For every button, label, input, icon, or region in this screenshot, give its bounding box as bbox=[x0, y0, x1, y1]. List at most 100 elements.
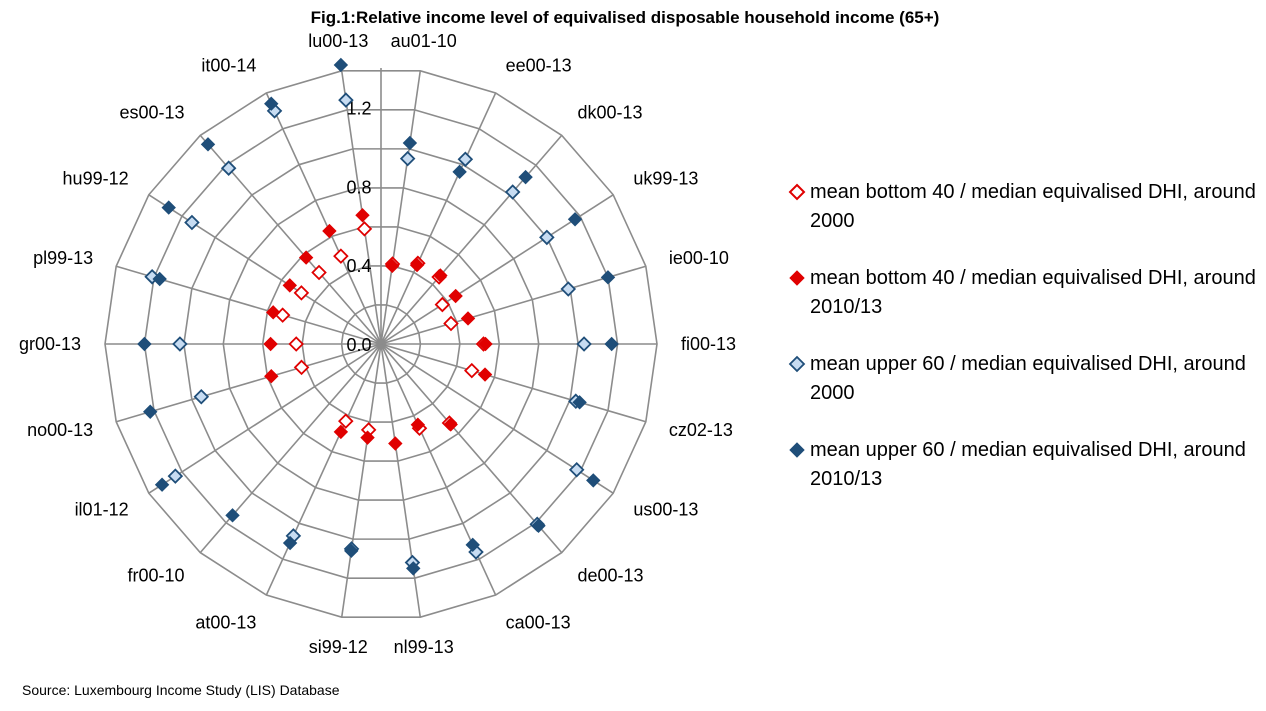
category-label: ee00-13 bbox=[506, 56, 572, 76]
data-point bbox=[504, 184, 521, 200]
category-label: hu99-12 bbox=[63, 169, 129, 189]
data-point bbox=[225, 508, 240, 523]
category-label: cz02-13 bbox=[669, 420, 733, 440]
data-point bbox=[137, 336, 152, 352]
data-point bbox=[154, 477, 170, 492]
data-point bbox=[344, 543, 359, 559]
axis-spoke bbox=[148, 343, 382, 494]
data-point bbox=[167, 468, 184, 484]
data-point bbox=[539, 229, 555, 246]
data-point bbox=[172, 336, 188, 352]
category-label: at00-13 bbox=[195, 612, 256, 632]
data-point bbox=[465, 537, 480, 553]
axis-spoke bbox=[380, 343, 422, 618]
data-point bbox=[567, 212, 583, 227]
data-point bbox=[333, 57, 349, 73]
data-point bbox=[448, 288, 463, 304]
category-label: si99-12 bbox=[309, 637, 368, 657]
legend-marker-open-blue bbox=[788, 355, 806, 373]
radial-tick-label: 1.2 bbox=[346, 98, 371, 118]
legend-item: mean bottom 40 / median equivalised DHI,… bbox=[788, 264, 1258, 322]
legend-marker-filled-blue bbox=[789, 442, 805, 458]
chart-title: Fig.1:Relative income level of equivalis… bbox=[310, 8, 940, 27]
data-point bbox=[402, 135, 418, 151]
data-point bbox=[265, 305, 281, 320]
category-label: us00-13 bbox=[633, 499, 698, 519]
axis-spoke bbox=[265, 92, 382, 345]
category-label: fr00-10 bbox=[127, 565, 184, 585]
category-label: lu00-13 bbox=[308, 31, 368, 51]
data-point bbox=[143, 404, 158, 419]
data-point bbox=[220, 160, 237, 176]
data-point bbox=[333, 248, 349, 264]
data-point bbox=[338, 92, 354, 108]
radial-tick-label: 0.4 bbox=[346, 256, 371, 276]
data-point bbox=[572, 395, 587, 410]
data-point bbox=[338, 413, 354, 429]
data-point bbox=[452, 164, 467, 180]
data-point bbox=[443, 315, 459, 332]
data-point bbox=[457, 151, 474, 168]
axis-spoke bbox=[380, 92, 497, 345]
legend-label: mean upper 60 / median equivalised DHI, … bbox=[810, 353, 1246, 404]
category-label: it00-14 bbox=[201, 56, 256, 76]
data-point bbox=[433, 268, 448, 283]
data-point bbox=[293, 285, 310, 301]
data-point bbox=[410, 417, 426, 432]
category-label: de00-13 bbox=[577, 565, 643, 585]
data-point bbox=[406, 561, 421, 576]
data-point bbox=[568, 461, 585, 478]
data-point bbox=[282, 278, 297, 293]
data-point bbox=[600, 270, 616, 285]
data-point bbox=[388, 436, 403, 451]
data-point bbox=[333, 424, 349, 440]
data-point bbox=[293, 359, 310, 376]
legend: mean bottom 40 / median equivalised DHI,… bbox=[788, 178, 1258, 522]
category-label: es00-13 bbox=[119, 103, 184, 123]
axis-spoke bbox=[380, 70, 422, 345]
data-point bbox=[399, 150, 416, 167]
data-point bbox=[560, 281, 577, 297]
legend-marker-filled-red bbox=[789, 270, 805, 286]
data-point bbox=[604, 336, 619, 352]
category-label: dk00-13 bbox=[577, 103, 642, 123]
radial-tick-label: 0.0 bbox=[346, 335, 371, 355]
legend-label: mean upper 60 / median equivalised DHI, … bbox=[810, 439, 1246, 490]
data-point bbox=[152, 271, 167, 287]
data-point bbox=[311, 264, 327, 281]
category-label: au01-10 bbox=[391, 31, 457, 51]
legend-label: mean bottom 40 / median equivalised DHI,… bbox=[810, 181, 1256, 232]
category-label: gr00-13 bbox=[19, 334, 81, 354]
source-note: Source: Luxembourg Income Study (LIS) Da… bbox=[22, 682, 340, 698]
data-point bbox=[464, 362, 480, 379]
axis-spoke bbox=[380, 343, 647, 423]
data-point bbox=[298, 250, 314, 265]
data-point bbox=[282, 535, 298, 551]
radial-tick-label: 0.8 bbox=[346, 177, 371, 197]
axis-spoke bbox=[340, 343, 382, 618]
axis-spoke bbox=[265, 343, 382, 596]
data-point bbox=[355, 208, 370, 223]
radial-tick-labels: 0.0 0.4 0.8 1.2 bbox=[346, 98, 371, 355]
legend-item: mean upper 60 / median equivalised DHI, … bbox=[788, 350, 1258, 408]
axis-spoke bbox=[380, 134, 563, 345]
data-point bbox=[409, 257, 425, 273]
data-point bbox=[443, 417, 458, 432]
category-label: no00-13 bbox=[27, 420, 93, 440]
axis-spoke bbox=[340, 70, 382, 345]
data-points bbox=[137, 57, 619, 576]
category-label: uk99-13 bbox=[633, 169, 698, 189]
data-point bbox=[531, 518, 546, 533]
data-point bbox=[200, 137, 216, 152]
legend-label: mean bottom 40 / median equivalised DHI,… bbox=[810, 267, 1256, 318]
data-point bbox=[360, 430, 375, 445]
data-point bbox=[478, 336, 493, 352]
data-point bbox=[518, 169, 533, 185]
data-point bbox=[356, 221, 373, 237]
category-label: pl99-13 bbox=[33, 248, 93, 268]
legend-item: mean upper 60 / median equivalised DHI, … bbox=[788, 436, 1258, 494]
data-point bbox=[184, 214, 200, 231]
data-point bbox=[586, 473, 601, 488]
data-point bbox=[193, 388, 210, 405]
data-point bbox=[434, 296, 451, 313]
